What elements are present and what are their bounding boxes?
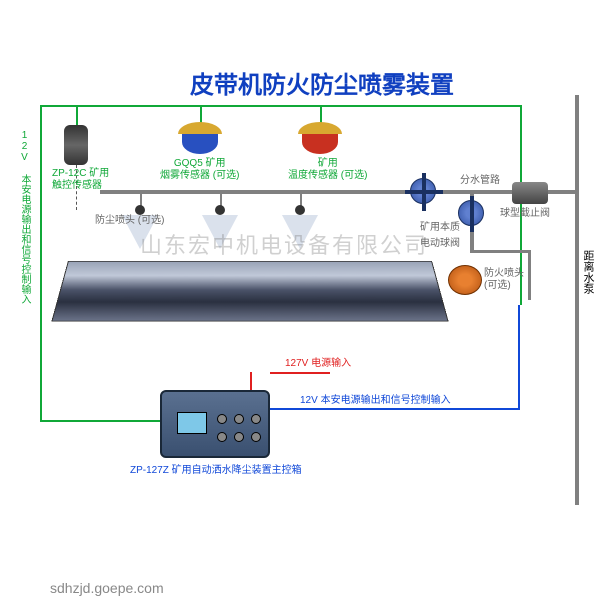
power-label: 127V 电源输入 <box>285 358 351 370</box>
nozzle-label: 防尘喷头 (可选) <box>95 215 164 227</box>
touch-sensor <box>64 125 88 165</box>
green-wire <box>40 105 520 107</box>
touch-sensor-label: ZP-12C 矿用 触控传感器 <box>52 168 109 192</box>
spray-nozzle <box>135 205 145 215</box>
controller-box <box>160 390 270 458</box>
water-pipe <box>528 250 531 300</box>
evalve-label: 电动球阀 <box>420 238 460 250</box>
green-wire <box>76 105 78 125</box>
smoke-sensor-label: GQQ5 矿用 烟雾传感器 (可选) <box>160 158 239 182</box>
electric-valve-2 <box>458 200 484 226</box>
green-wire <box>320 105 322 123</box>
fire-nozzle-device <box>448 265 482 295</box>
green-wire <box>40 105 42 420</box>
green-wire <box>200 105 202 123</box>
belt-conveyor <box>51 261 448 322</box>
smoke-sensor <box>178 122 222 154</box>
signal-line <box>518 305 520 410</box>
power-line <box>250 372 252 392</box>
source-url: sdhzjd.goepe.com <box>50 580 164 596</box>
water-pipe <box>100 190 578 194</box>
signal-label: 12V 本安电源输出和信号控制输入 <box>300 395 451 407</box>
ball-valve-label: 球型截止阀 <box>500 208 550 220</box>
spray-nozzle <box>215 205 225 215</box>
signal-line <box>270 408 520 410</box>
controller-screen <box>177 412 207 434</box>
green-wire <box>40 420 160 422</box>
fire-nozzle-label: 防火喷头 (可选) <box>484 268 524 292</box>
ball-valve <box>512 182 548 204</box>
spray-nozzle <box>295 205 305 215</box>
temp-sensor <box>298 122 342 154</box>
electric-valve <box>410 178 436 204</box>
temp-sensor-label: 矿用 温度传感器 (可选) <box>288 158 367 182</box>
water-pipe <box>470 250 530 253</box>
essence-label: 矿用本质 <box>420 222 460 234</box>
right-pump-label: 距离水泵 <box>581 250 594 294</box>
pipe-label: 分水管路 <box>460 175 500 187</box>
diagram-title: 皮带机防火防尘喷雾装置 <box>190 65 454 100</box>
left-power-label: 12V 本安电源输出和信号控制输入 <box>18 130 30 390</box>
water-pipe <box>575 95 579 505</box>
spray-cone <box>282 215 318 249</box>
controller-label: ZP-127Z 矿用自动洒水降尘装置主控箱 <box>130 465 302 477</box>
spray-cone <box>202 215 238 249</box>
power-line <box>270 372 330 374</box>
